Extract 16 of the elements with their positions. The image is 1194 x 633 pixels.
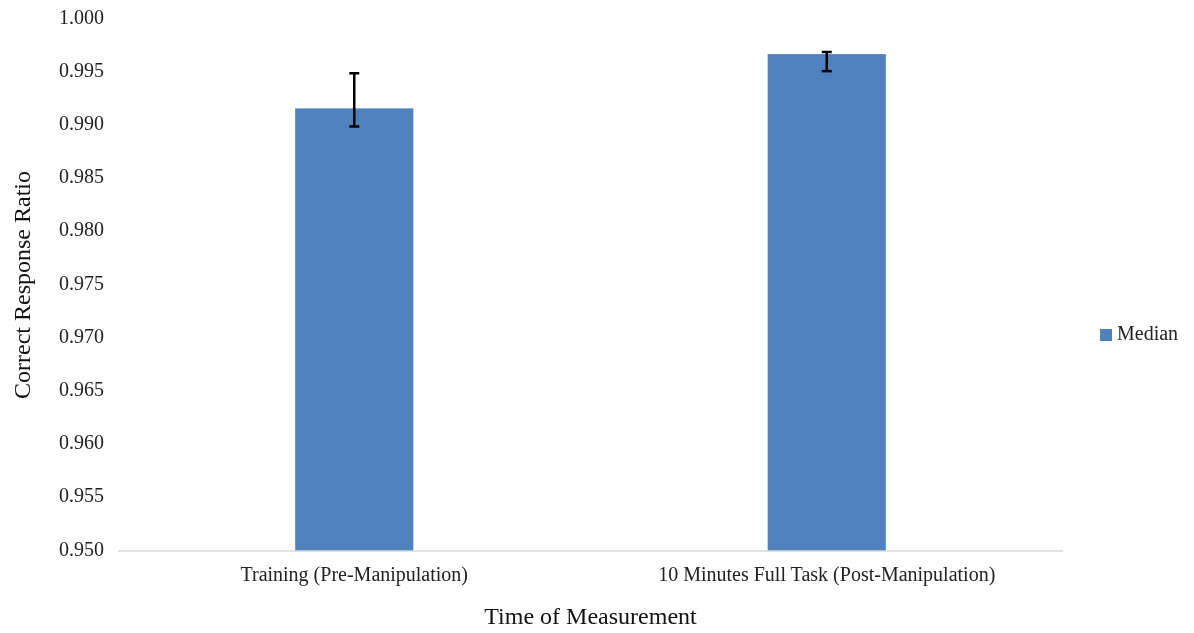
- x-axis-title: Time of Measurement: [484, 603, 698, 629]
- x-tick-label: 10 Minutes Full Task (Post-Manipulation): [658, 563, 996, 586]
- y-tick-label: 0.970: [59, 324, 104, 347]
- y-tick-label: 0.975: [59, 271, 104, 294]
- legend-label: Median: [1117, 321, 1179, 344]
- x-tick-label: Training (Pre-Manipulation): [240, 563, 469, 586]
- y-axis-title: Correct Response Ratio: [9, 171, 35, 399]
- y-tick-label: 0.950: [59, 537, 104, 560]
- y-tick-label: 0.965: [59, 377, 104, 400]
- y-tick-label: 1.000: [59, 5, 104, 28]
- y-tick-label: 0.995: [59, 58, 104, 81]
- y-tick-label: 0.990: [59, 111, 104, 134]
- y-tick-label: 0.980: [59, 218, 104, 241]
- y-tick-label: 0.955: [59, 484, 104, 507]
- y-tick-label: 0.960: [59, 431, 104, 454]
- y-tick-label: 0.985: [59, 165, 104, 188]
